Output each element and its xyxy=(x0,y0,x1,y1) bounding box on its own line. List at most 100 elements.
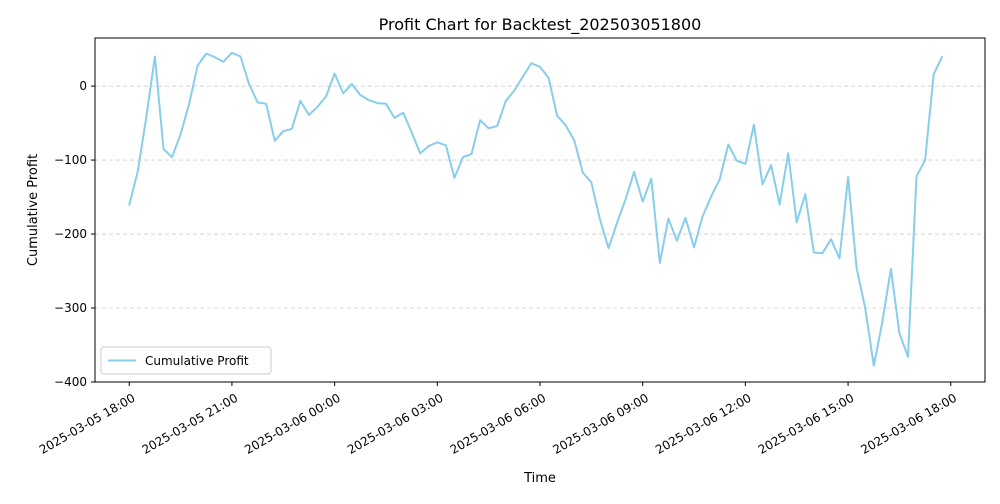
data-point xyxy=(471,153,472,155)
y-axis: 0 −100 −200 −300 −400 xyxy=(54,79,95,389)
y-tick-label: −300 xyxy=(54,301,87,315)
data-point xyxy=(291,128,293,130)
x-axis-label: Time xyxy=(523,471,556,486)
data-point xyxy=(282,130,284,132)
data-point xyxy=(394,117,395,119)
data-point xyxy=(676,240,678,242)
data-point xyxy=(299,100,301,102)
data-point xyxy=(359,94,361,96)
data-point xyxy=(257,101,259,103)
data-point xyxy=(616,222,618,224)
data-point xyxy=(488,127,490,129)
data-point xyxy=(317,106,318,108)
data-point xyxy=(633,171,635,173)
y-tick-label: 0 xyxy=(79,79,87,93)
data-point xyxy=(847,176,849,178)
chart-title: Profit Chart for Backtest_202503051800 xyxy=(379,15,702,35)
data-point xyxy=(496,125,498,127)
data-point xyxy=(599,218,601,220)
data-point xyxy=(685,217,686,219)
data-point xyxy=(873,365,875,367)
data-point xyxy=(565,124,567,126)
data-point xyxy=(924,159,926,161)
data-point xyxy=(188,103,190,105)
y-tick-label: −400 xyxy=(54,375,87,389)
data-point xyxy=(462,156,464,158)
data-point xyxy=(205,53,207,54)
data-point xyxy=(608,247,609,249)
data-point xyxy=(830,238,832,240)
data-point xyxy=(453,177,455,179)
data-point xyxy=(428,145,430,147)
data-point xyxy=(231,52,233,54)
data-point xyxy=(907,356,909,358)
data-point xyxy=(214,56,216,58)
y-tick-label: −100 xyxy=(54,153,87,167)
data-point xyxy=(779,204,781,205)
data-point xyxy=(744,163,746,165)
data-point xyxy=(770,164,772,166)
data-point xyxy=(839,258,840,259)
data-point xyxy=(804,193,806,195)
data-point xyxy=(881,321,883,323)
data-point xyxy=(710,195,712,197)
data-point xyxy=(154,56,156,57)
data-point xyxy=(334,73,336,74)
data-point xyxy=(274,140,276,142)
data-point xyxy=(248,83,250,85)
data-point xyxy=(222,61,224,63)
data-point xyxy=(864,307,866,309)
legend-label: Cumulative Profit xyxy=(145,354,249,368)
data-point xyxy=(137,170,139,172)
data-point xyxy=(548,77,550,79)
data-point xyxy=(813,252,815,253)
legend: Cumulative Profit xyxy=(100,346,272,375)
data-point xyxy=(265,103,267,105)
data-point xyxy=(308,114,310,116)
data-point xyxy=(642,201,644,202)
data-point xyxy=(890,268,892,270)
data-point xyxy=(145,116,147,118)
data-point xyxy=(556,115,558,117)
y-tick-label: −200 xyxy=(54,227,87,241)
data-point xyxy=(436,141,438,143)
y-axis-label: Cumulative Profit xyxy=(26,154,41,266)
data-point xyxy=(402,112,404,114)
data-point xyxy=(693,246,695,248)
data-point xyxy=(171,156,173,158)
data-point xyxy=(762,184,763,185)
data-point xyxy=(916,175,917,177)
data-point xyxy=(522,76,524,77)
data-point xyxy=(530,62,532,64)
data-point xyxy=(659,262,661,264)
data-point xyxy=(128,204,130,206)
data-point xyxy=(821,252,823,254)
data-point xyxy=(342,93,344,94)
data-point xyxy=(856,267,858,269)
data-point xyxy=(163,148,164,150)
data-point xyxy=(719,178,721,180)
data-point xyxy=(325,95,327,97)
data-point xyxy=(702,215,704,217)
data-point xyxy=(590,181,592,183)
series-layer xyxy=(128,51,944,367)
data-point xyxy=(419,152,421,154)
data-point xyxy=(351,83,353,85)
data-point xyxy=(445,144,447,146)
data-point xyxy=(376,102,378,104)
data-point xyxy=(796,221,798,223)
data-point xyxy=(736,160,738,162)
data-point xyxy=(385,103,387,105)
data-point xyxy=(513,90,515,91)
legend-box xyxy=(100,346,272,375)
data-point xyxy=(625,198,627,200)
data-point xyxy=(650,178,652,180)
data-point xyxy=(180,133,182,135)
data-point xyxy=(368,99,370,101)
data-point xyxy=(479,119,481,121)
data-point xyxy=(411,131,413,133)
data-point xyxy=(539,66,541,68)
